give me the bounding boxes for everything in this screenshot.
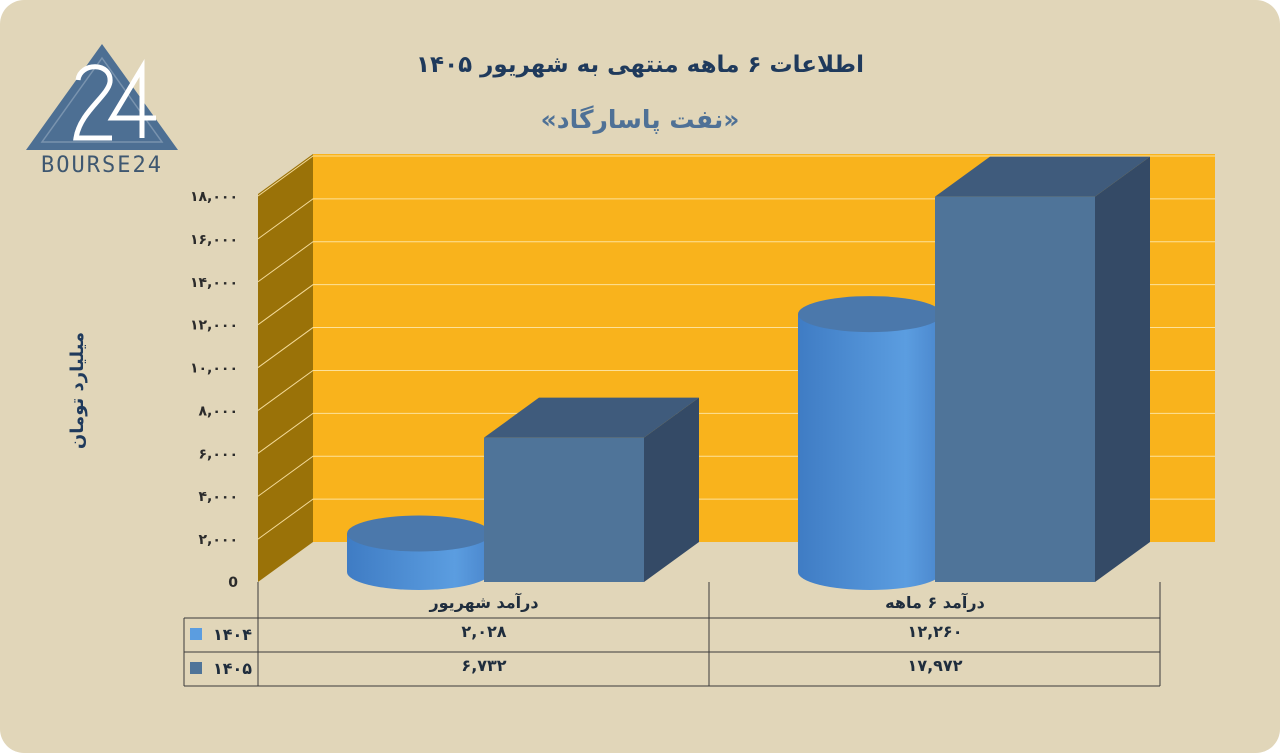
y-tick-label: ۶,۰۰۰ [199,446,239,462]
bar-1405-2-front [935,196,1095,582]
legend-row-1405: ۱۴۰۵ [184,652,258,684]
bars [347,156,1150,590]
bar-1405-1-side [644,397,699,582]
y-tick-label: ۱۸,۰۰۰ [190,189,238,205]
gridline [257,241,1215,283]
gridline [257,284,1215,326]
legend-label-1404: ۱۴۰۴ [212,624,252,644]
logo-triangle-inner [40,56,164,143]
gridline [257,198,1215,240]
table-value-1405-6month: ۱۷,۹۷۲ [907,656,963,675]
logo-digit-2 [73,64,113,141]
bar-1404-2-top [798,296,942,333]
legend-row-1404: ۱۴۰۴ [184,618,258,650]
legend-label-1405: ۱۴۰۵ [212,658,252,678]
y-tick-label: ۱۶,۰۰۰ [190,232,238,248]
y-tick-label: ۱۰,۰۰۰ [190,361,238,377]
table-value-1404-month: ۲,۰۲۸ [461,622,507,641]
category-label-2: درآمد ۶ ماهه [885,593,985,612]
bar-1404-2-body [798,314,942,590]
logo-digit-4 [107,58,156,138]
bar-1405-2-side [1095,156,1150,582]
bar-1405-1-front [484,437,644,582]
legend-swatch-1405 [190,662,202,674]
chart-title: اطلاعات ۶ ماهه منتهی به شهریور ۱۴۰۵ [416,52,864,78]
gridline [257,155,1215,197]
table-value-1404-6month: ۱۲,۲۶۰ [907,622,963,641]
y-tick-label: ۴,۰۰۰ [199,489,239,505]
y-tick-label: ۱۲,۰۰۰ [190,318,238,334]
plot-side-wall [258,154,313,582]
category-label-1: درآمد شهریور [429,593,539,612]
logo-text: BOURSE24 [41,153,163,178]
y-tick-label: ۲,۰۰۰ [199,532,239,548]
y-tick-label: ۱۴,۰۰۰ [190,275,238,291]
bar-1405-2-top [935,156,1150,197]
data-table-lines [183,582,1161,687]
bar-1405-1-top [484,397,699,438]
y-tick-label: ۸,۰۰۰ [199,403,239,419]
bar-1404-1-top [347,515,491,552]
chart-subtitle: «نفت پاسارگاد» [540,105,740,134]
legend-swatch-1404 [190,628,202,640]
y-tick-label: 0 [228,575,238,591]
y-axis-ticks: 0 ۲,۰۰۰ ۴,۰۰۰ ۶,۰۰۰ ۸,۰۰۰ ۱۰,۰۰۰ ۱۲,۰۰۰ ۱۴,۰۰۰ ۱… [190,189,238,591]
table-value-1405-month: ۶,۷۳۲ [461,656,507,675]
bourse24-logo [26,44,178,150]
